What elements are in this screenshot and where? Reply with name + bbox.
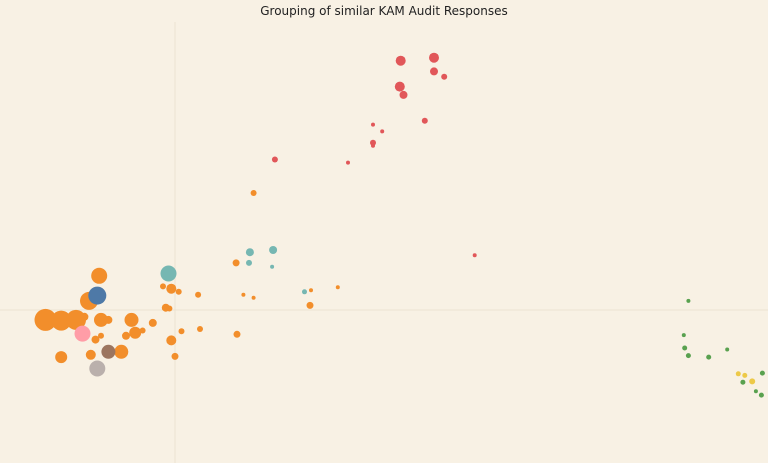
data-point[interactable]: [197, 326, 203, 332]
data-point[interactable]: [104, 315, 113, 324]
data-point[interactable]: [166, 335, 177, 346]
data-point[interactable]: [681, 333, 686, 338]
data-point[interactable]: [441, 73, 448, 80]
data-point[interactable]: [232, 259, 240, 267]
data-point[interactable]: [98, 332, 104, 339]
data-point[interactable]: [80, 312, 89, 321]
data-point[interactable]: [129, 326, 142, 339]
data-point[interactable]: [241, 292, 246, 297]
data-point[interactable]: [430, 67, 438, 76]
data-point[interactable]: [251, 295, 256, 300]
data-point[interactable]: [85, 349, 96, 360]
data-point[interactable]: [270, 264, 275, 269]
data-point[interactable]: [122, 331, 130, 340]
data-point[interactable]: [55, 351, 68, 364]
data-point[interactable]: [166, 305, 173, 312]
data-point[interactable]: [371, 122, 375, 127]
data-point[interactable]: [370, 139, 376, 146]
data-point[interactable]: [399, 90, 408, 99]
data-point[interactable]: [421, 117, 428, 124]
data-point[interactable]: [245, 248, 254, 257]
data-point[interactable]: [91, 335, 100, 344]
data-point[interactable]: [725, 347, 730, 352]
data-point[interactable]: [371, 143, 375, 148]
data-point[interactable]: [395, 55, 406, 66]
data-point[interactable]: [740, 379, 746, 385]
data-point[interactable]: [74, 325, 91, 342]
data-point[interactable]: [380, 129, 385, 134]
data-point[interactable]: [171, 352, 179, 360]
data-point[interactable]: [195, 291, 202, 298]
data-point[interactable]: [91, 267, 108, 284]
data-point[interactable]: [335, 285, 340, 290]
data-point[interactable]: [394, 81, 405, 92]
data-point[interactable]: [250, 190, 257, 196]
data-point[interactable]: [758, 392, 764, 398]
points-layer: [34, 52, 765, 398]
data-point[interactable]: [94, 312, 108, 327]
data-point[interactable]: [51, 310, 72, 331]
data-point[interactable]: [753, 389, 758, 394]
data-point[interactable]: [89, 360, 106, 377]
chart-title: Grouping of similar KAM Audit Responses: [260, 4, 508, 18]
data-point[interactable]: [309, 288, 313, 293]
data-point[interactable]: [271, 156, 278, 163]
data-point[interactable]: [742, 372, 748, 378]
data-point[interactable]: [749, 378, 756, 385]
data-point[interactable]: [166, 283, 177, 294]
data-point[interactable]: [175, 288, 182, 295]
data-point[interactable]: [88, 286, 107, 305]
data-point[interactable]: [346, 160, 350, 165]
data-point[interactable]: [124, 312, 139, 327]
data-point[interactable]: [139, 327, 146, 334]
data-point[interactable]: [246, 259, 252, 266]
data-point[interactable]: [178, 328, 185, 335]
data-point[interactable]: [302, 289, 307, 295]
data-point[interactable]: [269, 246, 278, 254]
data-point[interactable]: [429, 52, 439, 63]
data-point[interactable]: [160, 265, 177, 282]
data-point[interactable]: [306, 301, 314, 309]
data-point[interactable]: [472, 253, 477, 258]
data-point[interactable]: [101, 344, 116, 359]
data-point[interactable]: [148, 318, 157, 327]
data-point[interactable]: [686, 298, 691, 303]
data-point[interactable]: [114, 344, 129, 359]
axes-layer: [0, 22, 768, 463]
data-point[interactable]: [759, 370, 765, 376]
data-point[interactable]: [160, 283, 166, 290]
data-point[interactable]: [233, 330, 241, 338]
data-point[interactable]: [682, 345, 688, 351]
data-point[interactable]: [34, 308, 57, 331]
data-point[interactable]: [685, 353, 691, 359]
data-point[interactable]: [735, 371, 741, 377]
data-point[interactable]: [706, 354, 712, 360]
